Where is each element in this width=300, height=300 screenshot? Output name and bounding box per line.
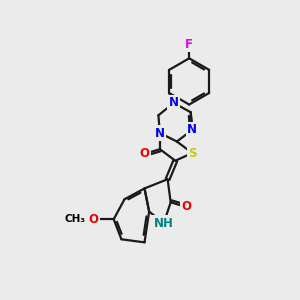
Text: NH: NH [154,217,174,230]
Text: S: S [188,146,196,160]
Text: N: N [169,97,179,110]
Text: O: O [181,200,191,213]
Text: N: N [155,127,165,140]
Text: N: N [187,123,197,136]
Text: CH₃: CH₃ [65,214,86,224]
Text: O: O [89,213,99,226]
Text: O: O [140,147,149,160]
Text: F: F [185,38,193,51]
